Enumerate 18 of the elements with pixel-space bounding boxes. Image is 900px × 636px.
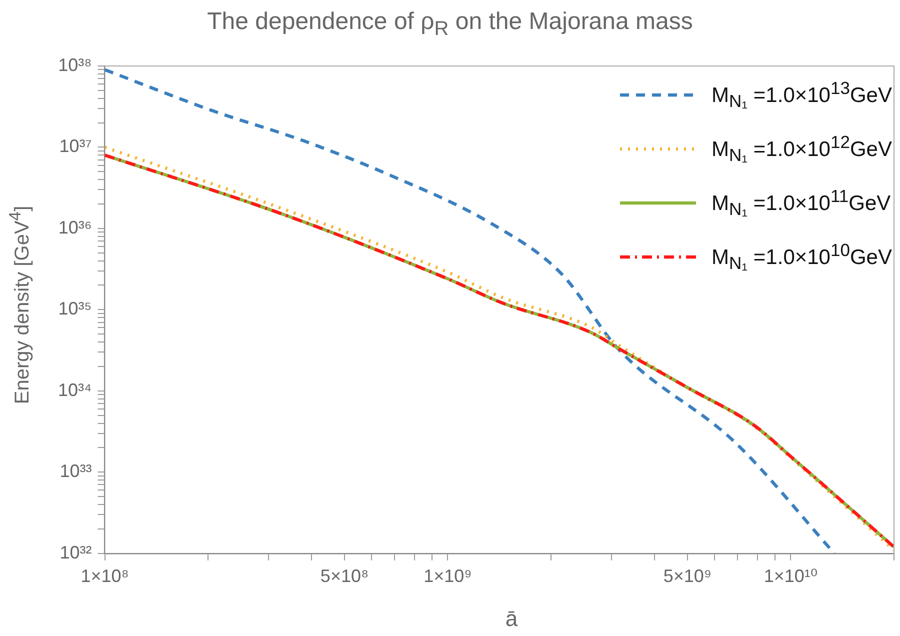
y-tick-label: 10³⁷	[59, 136, 92, 156]
x-tick-label: 5×10⁹	[663, 566, 712, 586]
x-tick-label: 1×10¹⁰	[764, 566, 818, 586]
y-tick-label: 10³³	[60, 461, 92, 482]
x-axis-title: ā	[504, 606, 519, 632]
legend-label: M$_{N₁}$ =1.0×10$^{13}$GeV	[712, 78, 892, 112]
y-tick-label: 10³⁴	[58, 380, 92, 400]
legend-label: M$_{N₁}$ =1.0×10$^{10}$GeV	[712, 240, 892, 274]
y-tick-label: 10³²	[60, 542, 92, 562]
y-tick-label: 10³⁵	[58, 298, 92, 319]
x-tick-label: 5×10⁸	[320, 566, 369, 586]
y-tick-label: 10³⁶	[58, 217, 92, 238]
legend-label: M$_{N₁}$ =1.0×10$^{11}$GeV	[712, 186, 891, 220]
y-tick-label: 10³⁸	[58, 54, 92, 75]
chart-title: The dependence of ρ$_{R}$ on the Majorana mass	[206, 8, 694, 41]
x-tick-label: 1×10⁸	[80, 566, 129, 586]
legend-label: M$_{N₁}$ =1.0×10$^{12}$GeV	[712, 132, 892, 166]
x-tick-label: 1×10⁹	[424, 566, 472, 586]
